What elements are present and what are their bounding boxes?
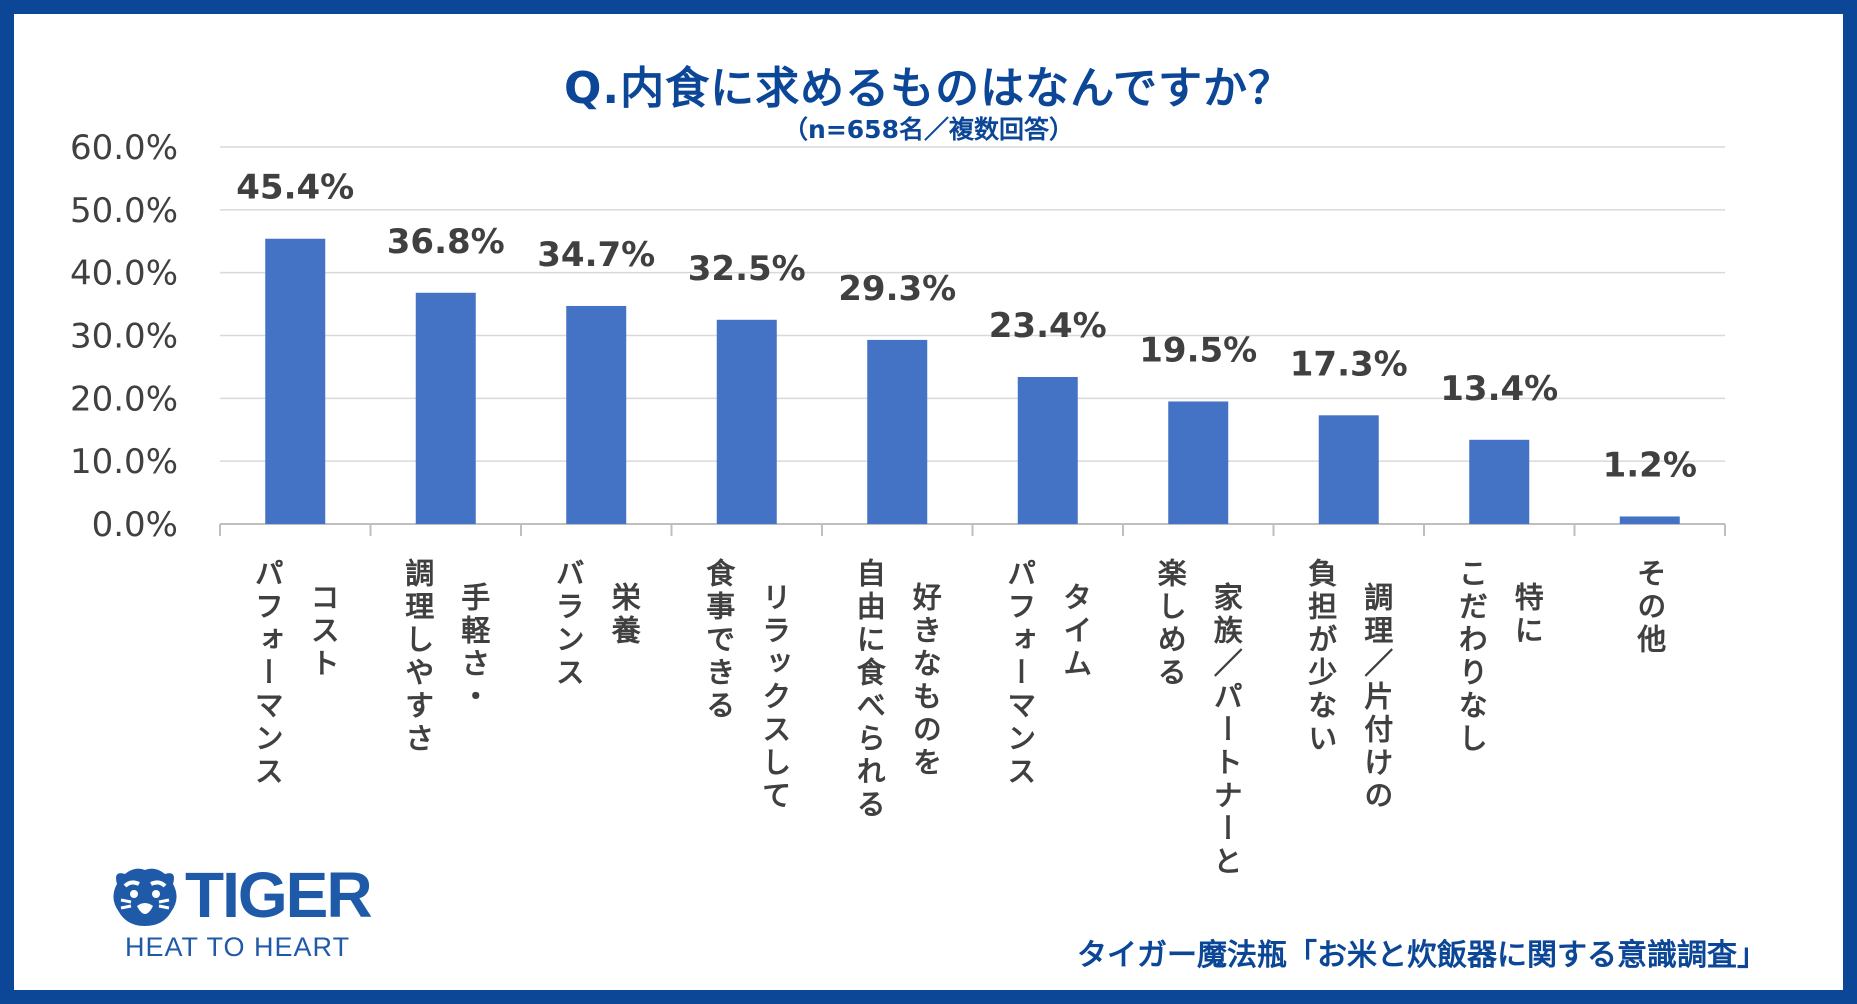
category-label: 自由に食べられる [852, 558, 886, 822]
bar [566, 305, 627, 524]
data-label: 34.7% [537, 235, 655, 275]
data-label: 17.3% [1290, 344, 1408, 384]
bar [716, 319, 777, 524]
y-tick-label: 0.0% [92, 505, 178, 545]
data-label: 13.4% [1440, 369, 1558, 409]
chart-subtitle: （n=658名／複数回答） [783, 115, 1074, 144]
logo-brand: TIGER [185, 859, 373, 931]
category-label: 好きなものを [908, 582, 943, 780]
data-label: 19.5% [1139, 330, 1257, 370]
category-label: 特に [1510, 582, 1544, 648]
category-label: タイム [1059, 582, 1093, 681]
bar [1619, 516, 1680, 524]
category-label: 負担が少ない [1304, 558, 1338, 756]
y-tick-label: 40.0% [70, 254, 178, 294]
data-label: 23.4% [989, 306, 1107, 346]
source-note: タイガー魔法瓶「お米と炊飯器に関する意識調査」 [1077, 938, 1767, 973]
bar [265, 238, 326, 524]
tiger-head-icon [113, 868, 177, 926]
bar [1168, 401, 1229, 524]
category-label: 楽しめる [1153, 558, 1187, 690]
category-label: 調理／片付けの [1360, 582, 1394, 813]
bar [1469, 439, 1530, 524]
category-label: コスト [306, 582, 340, 681]
tiger-logo: TIGER HEAT TO HEART [105, 859, 373, 970]
category-label: 手軽さ・ [457, 582, 491, 714]
category-label: 家族／パートナーと [1209, 581, 1243, 879]
data-label: 29.3% [838, 269, 956, 309]
data-label: 45.4% [236, 168, 354, 208]
chart-title: Q.内食に求めるものはなんですか？ [564, 63, 1293, 114]
data-label: 1.2% [1603, 445, 1697, 485]
bar [1318, 415, 1379, 524]
data-label: 36.8% [387, 222, 505, 262]
y-tick-label: 20.0% [70, 379, 178, 419]
y-tick-label: 60.0% [70, 128, 178, 168]
data-label: 32.5% [688, 249, 806, 289]
category-label: その他 [1633, 558, 1668, 657]
category-label: パフォーマンス [1003, 558, 1037, 789]
category-label: リラックスして [758, 582, 792, 813]
logo-tagline: HEAT TO HEART [125, 932, 351, 962]
bar [415, 292, 476, 524]
category-label: こだわりなし [1454, 558, 1488, 756]
category-label: 食事できる [702, 557, 736, 723]
y-tick-label: 10.0% [70, 442, 178, 482]
category-label: パフォーマンス [250, 558, 284, 789]
category-label: バランス [551, 558, 585, 690]
bar [1017, 376, 1078, 524]
y-tick-label: 50.0% [70, 191, 178, 231]
category-label: 調理しやすさ [401, 558, 435, 756]
bar [867, 339, 928, 524]
y-tick-label: 30.0% [70, 317, 178, 357]
category-label: 栄養 [607, 582, 642, 648]
